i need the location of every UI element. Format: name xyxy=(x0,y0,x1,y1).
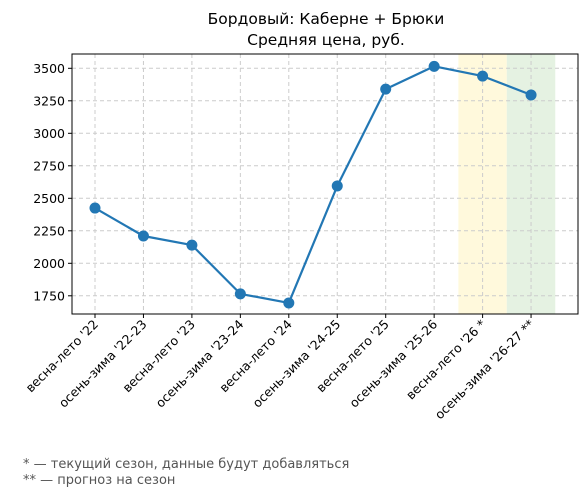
chart-subtitle: Средняя цена, руб. xyxy=(247,31,405,49)
chart-title: Бордовый: Каберне + Брюки xyxy=(208,10,445,28)
data-point xyxy=(234,288,246,300)
footnote-forecast: ** — прогноз на сезон xyxy=(23,473,176,488)
plot-frame xyxy=(71,53,579,315)
data-point xyxy=(380,83,392,95)
data-point xyxy=(525,89,537,101)
y-tick-label: 3000 xyxy=(33,126,65,141)
data-point xyxy=(137,230,149,242)
series-line xyxy=(89,60,537,309)
y-tick-label: 3500 xyxy=(33,61,65,76)
y-tick-label: 3250 xyxy=(33,93,65,108)
y-tick-label: 2250 xyxy=(33,223,65,238)
y-tick-label: 2500 xyxy=(33,191,65,206)
x-tick-label: осень-зима '25-26 xyxy=(346,316,440,410)
x-tick-label: осень-зима '26-27 ** xyxy=(432,317,538,423)
data-point xyxy=(331,180,343,192)
data-point xyxy=(186,239,198,251)
season-highlights xyxy=(458,54,556,314)
y-tick-label: 1750 xyxy=(33,288,65,303)
grid-lines xyxy=(72,54,578,314)
data-point xyxy=(477,70,489,82)
data-point xyxy=(283,297,295,309)
series-path xyxy=(94,65,532,304)
data-point xyxy=(89,202,101,214)
x-tick-label: осень-зима '24-25 xyxy=(249,317,343,411)
footnote-current-season: * — текущий сезон, данные будут добавлят… xyxy=(23,457,350,472)
data-point xyxy=(428,60,440,72)
x-tick-label: осень-зима '22-23 xyxy=(56,317,150,411)
x-tick-label: осень-зима '23-24 xyxy=(153,316,247,410)
y-axis: 1750 2000 2250 2500 2750 3000 3250 3500 xyxy=(33,61,72,303)
y-tick-label: 2750 xyxy=(33,158,65,173)
y-tick-label: 2000 xyxy=(33,256,65,271)
